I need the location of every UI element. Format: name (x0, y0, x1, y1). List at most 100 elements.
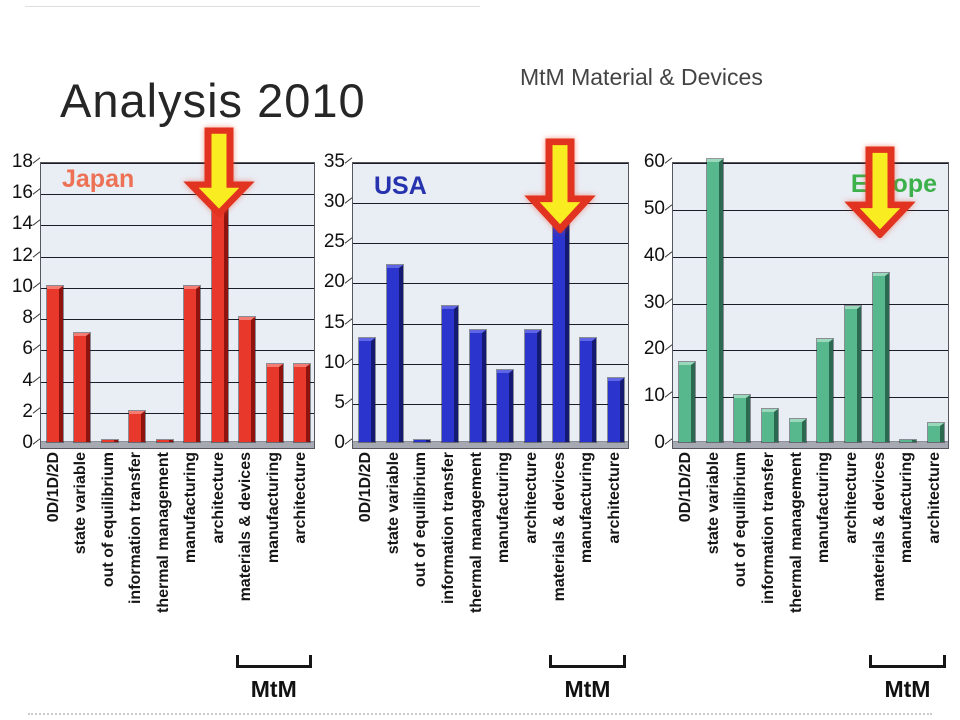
gridline (41, 287, 314, 289)
category-label: architecture (523, 452, 541, 544)
y-tick-label: 35 (323, 151, 345, 172)
bar-information-transfer (762, 409, 778, 442)
gridline (353, 363, 628, 365)
y-tick-label: 50 (643, 197, 665, 219)
mtm-bracket (868, 655, 946, 668)
gridline (673, 397, 948, 399)
bar-architecture (928, 423, 944, 442)
bar-manufacturing (900, 440, 916, 442)
y-tick-label: 4 (22, 369, 33, 391)
category-label: 0D/1D/2D (44, 452, 62, 523)
category-label: 0D/1D/2D (676, 452, 694, 523)
category-label: out of equilibrium (412, 452, 430, 588)
y-tick-label: 12 (11, 244, 33, 266)
y-tick-label: 10 (323, 351, 345, 373)
bar-state-variable (707, 159, 723, 442)
y-tick-label: 20 (323, 271, 345, 293)
gridline (353, 283, 628, 285)
y-tick-label: 5 (334, 391, 345, 413)
bar-out-of-equilibrium (102, 440, 118, 442)
y-tick-label: 18 (11, 151, 33, 172)
mtm-bracket (235, 655, 312, 668)
slide-subtitle: MtM Material & Devices (520, 64, 763, 90)
bar-thermal-management (790, 419, 806, 442)
category-label: materials & devices (550, 452, 568, 602)
gridline (41, 319, 314, 321)
y-tick-label: 8 (22, 307, 33, 329)
y-tick-label: 30 (323, 191, 345, 213)
category-label: architecture (209, 452, 227, 544)
chart-floor (673, 441, 948, 448)
bar-materials-devices (873, 273, 889, 442)
y-tick-label: 2 (22, 400, 33, 422)
category-label: architecture (926, 452, 944, 544)
y-tick-label: 0 (654, 432, 665, 453)
y-tick-label: 16 (11, 182, 33, 204)
category-label: manufacturing (182, 452, 200, 564)
bar-thermal-management (470, 330, 486, 442)
gridline (673, 163, 948, 164)
gridline (41, 412, 314, 414)
scan-artifact-line (25, 6, 480, 7)
category-label: architecture (843, 452, 861, 544)
y-tick-label: 20 (643, 338, 665, 360)
category-label: information transfer (759, 452, 777, 605)
bar-manufacturing (580, 338, 596, 442)
category-label: materials & devices (237, 452, 255, 602)
category-label: thermal management (787, 452, 805, 613)
gridline (673, 303, 948, 305)
mtm-label: MtM (884, 676, 931, 702)
category-label: information transfer (439, 452, 457, 605)
category-label: state variable (72, 452, 90, 555)
scan-artifact-line (28, 713, 932, 715)
bar-architecture (294, 364, 310, 442)
bar-thermal-management (157, 440, 173, 442)
category-label: architecture (606, 452, 624, 544)
highlight-arrow-icon (182, 127, 256, 219)
page-title: Analysis 2010 (60, 74, 366, 128)
y-tick-label: 6 (22, 338, 33, 360)
y-tick-label: 14 (11, 213, 33, 235)
category-label: thermal management (467, 452, 485, 613)
gridline (353, 323, 628, 325)
category-label: manufacturing (264, 452, 282, 564)
bar-manufacturing (497, 370, 513, 442)
chart-panel-japan (40, 162, 315, 449)
mtm-label: MtM (250, 676, 297, 702)
chart-floor (353, 441, 628, 448)
gridline (41, 194, 314, 196)
bar-materials-devices (239, 317, 255, 442)
y-tick-label: 15 (323, 311, 345, 333)
gridline (353, 403, 628, 405)
bar-manufacturing (817, 339, 833, 442)
mtm-bracket (548, 655, 626, 668)
category-label: state variable (384, 452, 402, 555)
gridline (41, 225, 314, 227)
bar-0D-1D-2D (47, 286, 63, 442)
category-label: manufacturing (578, 452, 596, 564)
category-label: 0D/1D/2D (356, 452, 374, 523)
bar-manufacturing (184, 286, 200, 442)
bar-0D-1D-2D (679, 362, 695, 442)
gridline (353, 203, 628, 205)
gridline (353, 163, 628, 164)
gridline (353, 243, 628, 245)
category-label: thermal management (154, 452, 172, 613)
category-label: out of equilibrium (732, 452, 750, 588)
category-label: manufacturing (495, 452, 513, 564)
category-label: architecture (292, 452, 310, 544)
category-label: state variable (704, 452, 722, 555)
y-tick-label: 10 (643, 385, 665, 407)
y-tick-label: 25 (323, 231, 345, 253)
bar-information-transfer (442, 306, 458, 442)
bar-out-of-equilibrium (414, 440, 430, 442)
chart-panel-usa (352, 162, 629, 449)
region-title-usa: USA (374, 172, 427, 200)
bar-information-transfer (129, 411, 145, 442)
bar-manufacturing (267, 364, 283, 442)
highlight-arrow-icon (843, 146, 917, 240)
category-label: out of equilibrium (99, 452, 117, 588)
y-tick-label: 0 (334, 432, 345, 453)
category-label: materials & devices (870, 452, 888, 602)
